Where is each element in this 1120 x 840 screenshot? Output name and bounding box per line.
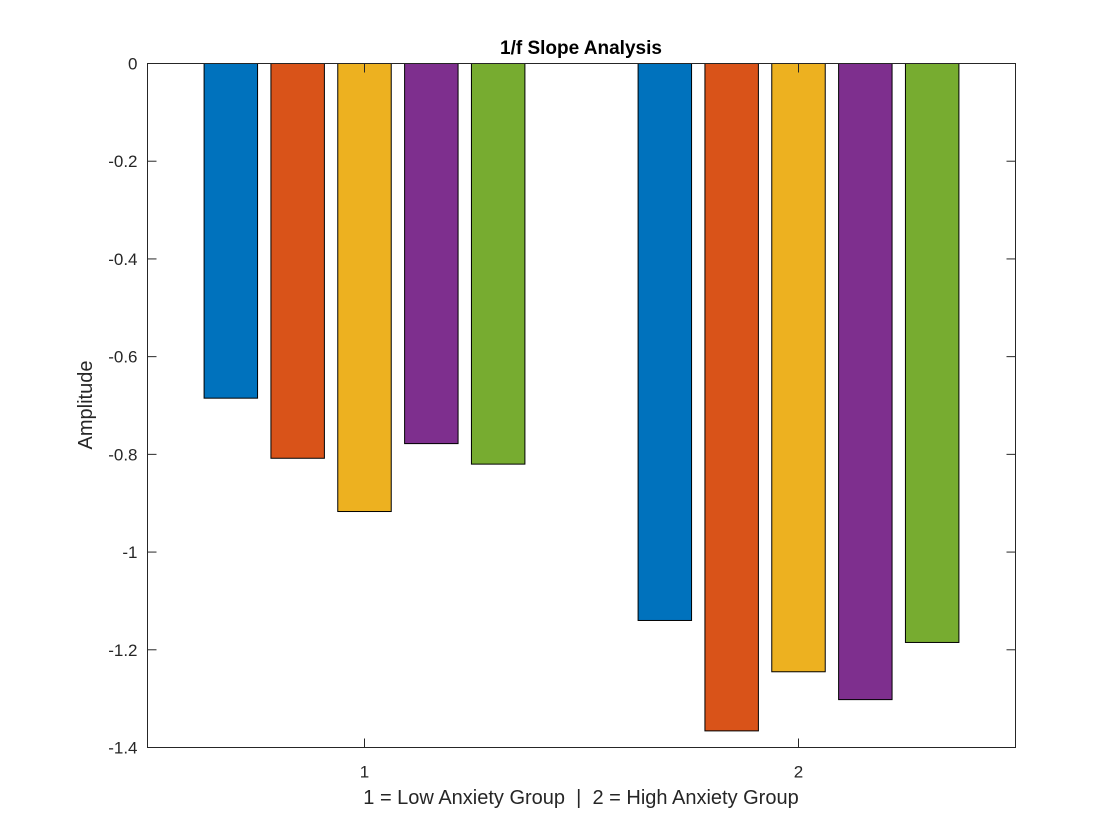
y-ticks: 0 -0.2 -0.4 -0.6 -0.8 -1 -1.2 -1.4 <box>108 55 1016 758</box>
bar-series-3-category-1 <box>337 63 392 513</box>
y-tick-label: -1.4 <box>108 739 137 758</box>
bar-series-1-category-1 <box>203 63 259 399</box>
bars-layer <box>203 63 960 732</box>
y-tick-label: -1 <box>122 543 137 562</box>
y-tick-label: -0.2 <box>108 152 137 171</box>
bar-series-5-category-1 <box>470 63 526 465</box>
bar-series-1-category-2 <box>637 63 693 621</box>
x-tick-label: 1 <box>360 763 369 782</box>
y-tick-label: 0 <box>128 55 137 74</box>
bar-series-5-category-2 <box>904 63 960 643</box>
bar-series-3-category-2 <box>771 63 826 673</box>
x-tick-label: 2 <box>794 763 803 782</box>
y-tick-label: -0.4 <box>108 250 137 269</box>
x-axis-label: 1 = Low Anxiety Group | 2 = High Anxiety… <box>363 787 798 809</box>
y-tick-label: -0.6 <box>108 348 137 367</box>
plot-area-frame <box>147 63 1016 748</box>
bar-series-4-category-1 <box>404 63 459 445</box>
bar-series-2-category-1 <box>270 63 325 459</box>
bar-series-4-category-2 <box>838 63 893 701</box>
chart-title: 1/f Slope Analysis <box>500 38 662 59</box>
y-tick-label: -1.2 <box>108 641 137 660</box>
bar-series-2-category-2 <box>704 63 759 732</box>
y-axis-label: Amplitude <box>75 361 97 450</box>
y-tick-label: -0.8 <box>108 445 137 464</box>
